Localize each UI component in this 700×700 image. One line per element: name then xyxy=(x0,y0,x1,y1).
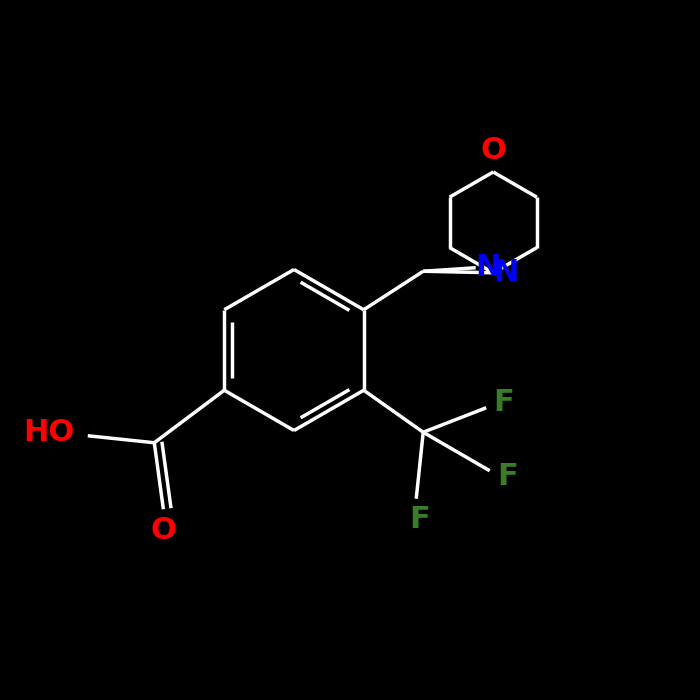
Text: N: N xyxy=(493,258,519,287)
Text: O: O xyxy=(480,136,506,165)
Text: N: N xyxy=(475,253,501,282)
Text: O: O xyxy=(150,516,176,545)
Text: F: F xyxy=(410,505,430,534)
Text: HO: HO xyxy=(24,418,75,447)
Text: F: F xyxy=(497,462,517,491)
Text: F: F xyxy=(494,388,514,416)
